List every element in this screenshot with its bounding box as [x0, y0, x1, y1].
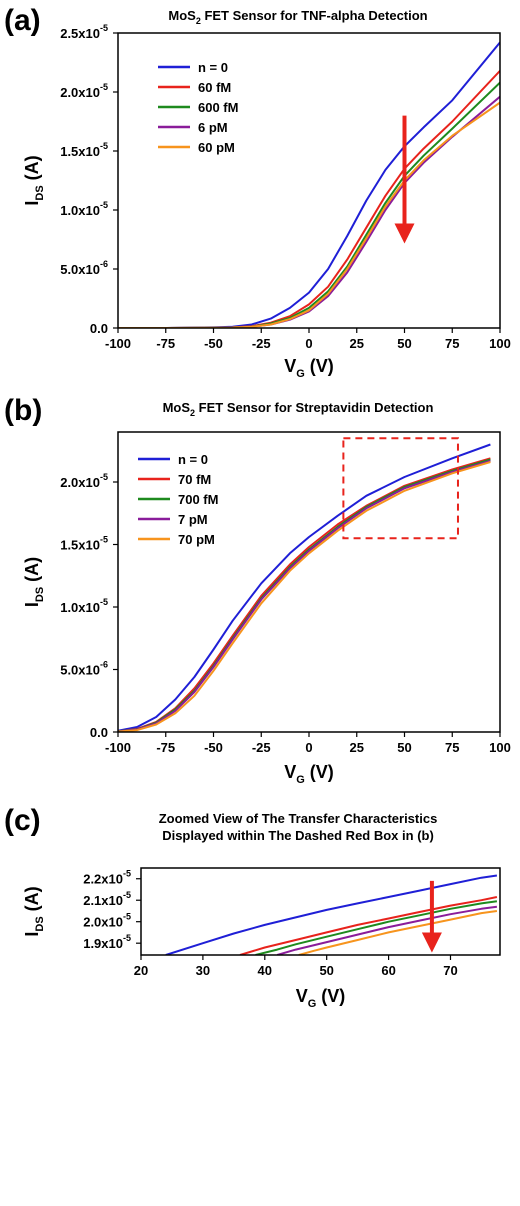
x-tick-label: 100: [489, 740, 511, 755]
x-tick-label: 30: [196, 963, 210, 978]
legend-label: 7 pM: [178, 512, 208, 527]
panel-letter: (c): [4, 804, 41, 837]
x-axis-label: VG (V): [284, 762, 334, 786]
x-tick-label: 0: [305, 740, 312, 755]
panel-letter: (b): [4, 394, 42, 427]
legend-label: 700 fM: [178, 492, 218, 507]
x-tick-label: -75: [156, 336, 175, 351]
x-tick-label: -50: [204, 336, 223, 351]
series-line-n-eq-0: [118, 41, 500, 328]
x-tick-label: 60: [381, 963, 395, 978]
x-tick-label: 40: [258, 963, 272, 978]
y-tick-label: 0.0: [90, 321, 108, 336]
y-tick-label: 2.0x10-5: [60, 472, 108, 490]
panel-a: (a) MoS2 FET Sensor for TNF-alpha Detecti…: [4, 4, 511, 380]
y-tick-label: 2.2x10-5: [83, 869, 131, 887]
x-tick-label: 75: [445, 336, 459, 351]
series-group: [118, 41, 500, 328]
x-tick-label: -100: [105, 336, 131, 351]
y-tick-label: 0.0: [90, 725, 108, 740]
series-group: [118, 443, 491, 732]
x-tick-label: 75: [445, 740, 459, 755]
legend-label: n = 0: [198, 60, 228, 75]
y-tick-label: 1.0x10-5: [60, 597, 108, 615]
plot-frame: [117, 32, 501, 329]
series-line-70-fM: [118, 457, 491, 732]
y-axis-label: IDS (A): [22, 557, 46, 607]
series-line-700-fM: [255, 900, 498, 955]
legend-label: 600 fM: [198, 100, 238, 115]
chart-title: MoS2 FET Sensor for Streptavidin Detecti…: [163, 400, 434, 418]
x-tick-label: -25: [252, 336, 271, 351]
legend-label: 60 fM: [198, 80, 231, 95]
panel-b: (b) MoS2 FET Sensor for Streptavidin Dete…: [4, 394, 511, 786]
series-line-70-fM: [239, 896, 498, 955]
x-tick-label: 0: [305, 336, 312, 351]
x-axis-label: VG (V): [296, 986, 346, 1010]
x-tick-label: 20: [134, 963, 148, 978]
x-tick-label: 25: [350, 336, 364, 351]
legend-label: n = 0: [178, 452, 208, 467]
y-tick-label: 1.5x10-5: [60, 535, 108, 553]
plot-frame: [140, 867, 501, 956]
y-tick-label: 1.9x10-5: [83, 933, 131, 951]
legend-label: 70 pM: [178, 532, 215, 547]
legend: n = 0 70 fM 700 fM 7 pM 70 pM: [138, 452, 218, 547]
y-tick-label: 1.0x10-5: [60, 200, 108, 218]
series-line-n-eq-0: [165, 874, 498, 955]
chart-title-line: Zoomed View of The Transfer Characterist…: [159, 811, 438, 826]
x-axis-label: VG (V): [284, 356, 334, 380]
series-line-7-pM: [118, 459, 491, 732]
legend-label: 60 pM: [198, 140, 235, 155]
chart-title-line: Displayed within The Dashed Red Box in (…: [162, 828, 434, 843]
series-line-700-fM: [118, 458, 491, 732]
y-tick-label: 5.0x10-6: [60, 660, 108, 678]
y-axis-label: IDS (A): [22, 886, 46, 936]
series-line-70-pM: [298, 910, 498, 955]
series-line-n-eq-0: [118, 443, 491, 732]
y-tick-label: 2.5x10-5: [60, 23, 108, 41]
x-tick-label: 50: [397, 336, 411, 351]
chart-title: MoS2 FET Sensor for TNF-alpha Detection: [168, 8, 427, 26]
y-tick-label: 5.0x10-6: [60, 259, 108, 277]
legend: n = 0 60 fM 600 fM 6 pM 60 pM: [158, 60, 238, 155]
y-tick-label: 2.1x10-5: [83, 890, 131, 908]
series-line-70-pM: [118, 461, 491, 732]
x-tick-label: -100: [105, 740, 131, 755]
x-tick-label: -75: [156, 740, 175, 755]
legend-label: 70 fM: [178, 472, 211, 487]
y-tick-label: 2.0x10-5: [83, 912, 131, 930]
panel-c: (c) Zoomed View of The Transfer Character…: [4, 804, 501, 1010]
x-tick-label: -25: [252, 740, 271, 755]
series-line-7-pM: [276, 905, 498, 955]
panel-letter: (a): [4, 4, 41, 37]
x-tick-label: 50: [319, 963, 333, 978]
x-tick-label: 70: [443, 963, 457, 978]
x-tick-label: 100: [489, 336, 511, 351]
x-tick-label: 25: [350, 740, 364, 755]
x-tick-label: 50: [397, 740, 411, 755]
legend-label: 6 pM: [198, 120, 228, 135]
y-axis-label: IDS (A): [22, 155, 46, 205]
y-tick-label: 1.5x10-5: [60, 141, 108, 159]
x-tick-label: -50: [204, 740, 223, 755]
y-tick-label: 2.0x10-5: [60, 82, 108, 100]
series-group: [165, 874, 498, 955]
